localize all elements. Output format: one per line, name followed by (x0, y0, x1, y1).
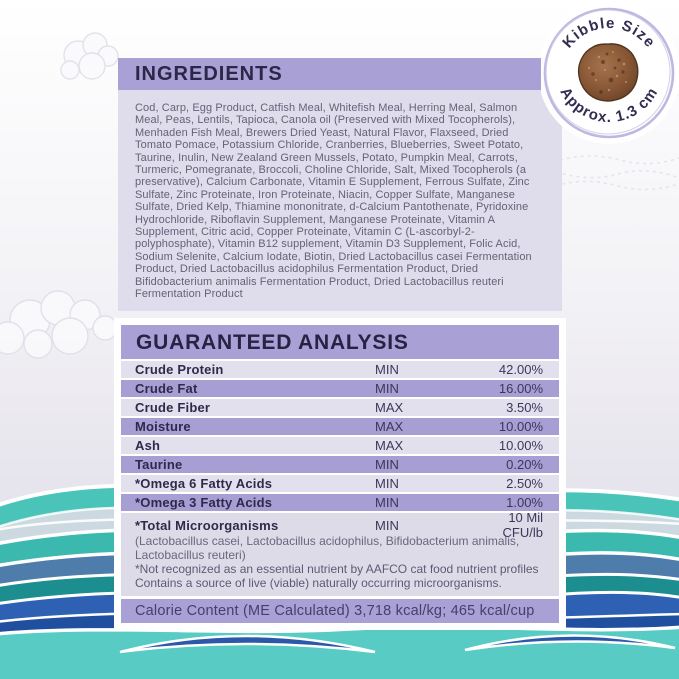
analysis-table: Crude Protein MIN 42.00% Crude Fat MIN 1… (121, 361, 559, 511)
nutrient-value: 42.00% (498, 362, 543, 377)
analysis-row-total-microorganisms: *Total Microorganisms MIN 10 Mil CFU/lb (135, 510, 545, 540)
cloud-top-left (60, 32, 119, 80)
nutrient-name: Ash (135, 438, 161, 453)
cloud-mid-left (0, 290, 118, 359)
nutrient-value: 16.00% (498, 381, 543, 396)
nutrient-value: 3.50% (506, 400, 543, 415)
nutrient-value: 2.50% (506, 476, 543, 491)
nutrient-name: Crude Fat (135, 381, 198, 396)
cloud-hatch-right (555, 155, 679, 191)
nutrient-name: Crude Fiber (135, 400, 211, 415)
nutrient-basis: MIN (375, 495, 399, 510)
nutrient-name: Moisture (135, 419, 191, 434)
analysis-row: Taurine MIN 0.20% (121, 456, 559, 473)
analysis-notes: *Total Microorganisms MIN 10 Mil CFU/lb … (121, 510, 559, 596)
ingredients-text: Cod, Carp, Egg Product, Catfish Meal, Wh… (118, 90, 562, 311)
nutrient-basis: MAX (375, 438, 404, 453)
analysis-row: *Omega 6 Fatty Acids MIN 2.50% (121, 475, 559, 492)
nutrient-basis: MIN (375, 457, 399, 472)
analysis-row: Crude Fiber MAX 3.50% (121, 399, 559, 416)
nutrient-basis: MIN (375, 381, 399, 396)
nutrient-value: 10.00% (498, 419, 543, 434)
nutrient-name: *Omega 3 Fatty Acids (135, 495, 273, 510)
nutrient-value: 10.00% (498, 438, 543, 453)
nutrient-value: 10 Mil CFU/lb (502, 510, 543, 540)
nutrient-name: Taurine (135, 457, 183, 472)
nutrient-name: Crude Protein (135, 362, 224, 377)
guaranteed-analysis-title: GUARANTEED ANALYSIS (121, 325, 559, 359)
nutrient-name: *Omega 6 Fatty Acids (135, 476, 273, 491)
badge-circle-sketch (545, 9, 671, 135)
ingredients-panel: INGREDIENTS Cod, Carp, Egg Product, Catf… (118, 58, 562, 311)
nutrient-basis: MAX (375, 419, 404, 434)
nutrient-basis: MAX (375, 400, 404, 415)
nutrient-value: 1.00% (506, 495, 543, 510)
foam-crescent-right (464, 634, 676, 652)
analysis-row: Ash MAX 10.00% (121, 437, 559, 454)
footnote-live-microorganisms: Contains a source of live (viable) natur… (135, 576, 502, 590)
ingredients-title: INGREDIENTS (118, 58, 562, 90)
footnote-aafco: *Not recognized as an essential nutrient… (135, 562, 539, 576)
analysis-row: Crude Fat MIN 16.00% (121, 380, 559, 397)
kibble-size-badge: Kibble Size Approx. 1.3 cm (541, 2, 679, 144)
microorganisms-detail: (Lactobacillus casei, Lactobacillus acid… (135, 534, 520, 562)
nutrient-basis: MIN (375, 476, 399, 491)
analysis-row: *Omega 3 Fatty Acids MIN 1.00% (121, 494, 559, 511)
nutrient-name: *Total Microorganisms (135, 517, 279, 533)
kibble-image (577, 43, 639, 102)
guaranteed-analysis-panel: GUARANTEED ANALYSIS Crude Protein MIN 42… (114, 318, 566, 630)
cloud-sketches (0, 32, 679, 359)
nutrient-basis: MIN (375, 362, 399, 377)
nutrient-value: 0.20% (506, 457, 543, 472)
foam-crescent-left (119, 634, 376, 654)
nutrient-basis: MIN (375, 517, 399, 533)
analysis-row: Crude Protein MIN 42.00% (121, 361, 559, 378)
analysis-row: Moisture MAX 10.00% (121, 418, 559, 435)
calorie-content-bar: Calorie Content (ME Calculated) 3,718 kc… (121, 599, 559, 623)
